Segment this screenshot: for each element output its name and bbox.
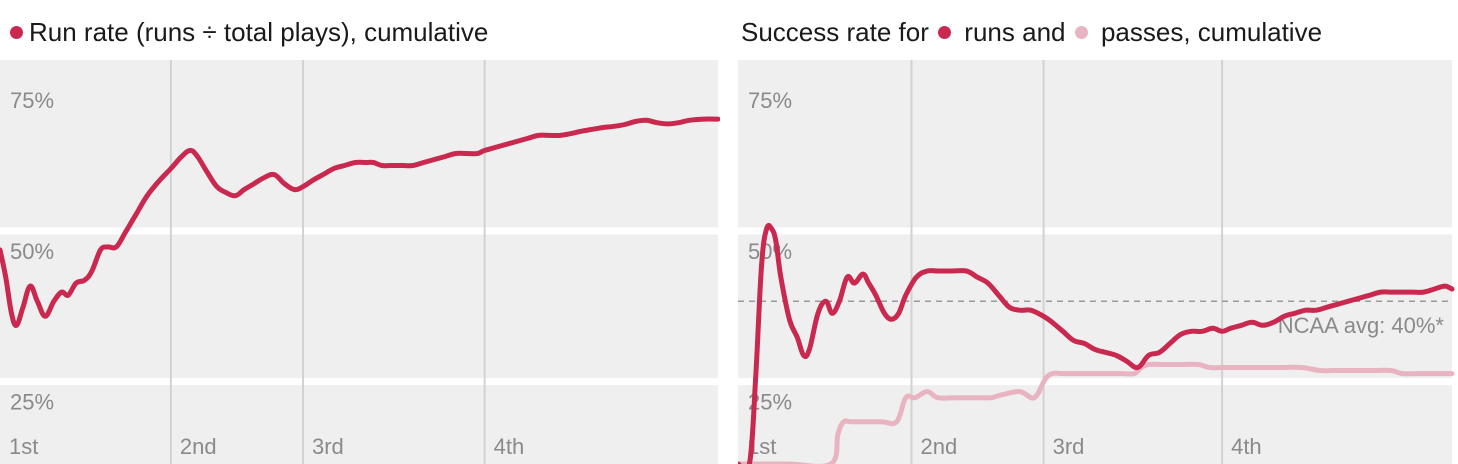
ncaa-average-label: NCAA avg: 40%* [1278,313,1445,338]
quarter-label: 4th [494,434,525,459]
quarter-label: 4th [1231,434,1262,459]
quarter-label: 2nd [180,434,217,459]
series-line-passes [738,361,1455,464]
plot-background [738,60,1452,464]
quarter-label: 3rd [312,434,344,459]
series-line-runs [738,222,1455,464]
run-rate-plot: 1st 2nd 3rd 4th 75% 50% 25% [0,60,720,464]
y-tick-label: 75% [10,88,54,113]
passes-legend-dot [1074,25,1088,39]
band-separator [738,378,1452,386]
runs-legend-dot [938,25,952,39]
y-tick-label: 50% [748,239,792,264]
quarter-label: 3rd [1053,434,1085,459]
chart-title: Run rate (runs ÷ total plays), cumulativ… [8,14,488,50]
runs-legend-dot [10,25,23,39]
band-separator [0,227,718,235]
y-tick-label: 25% [10,390,54,415]
plot-background [0,60,718,464]
success-rate-chart: Success rate for runs and passes, cumula… [738,0,1458,464]
band-separator [738,227,1452,235]
series-line-runs [0,116,720,328]
chart-title-text-3: passes, cumulative [1093,17,1323,47]
chart-title: Success rate for runs and passes, cumula… [741,14,1322,50]
y-tick-label: 75% [748,88,792,113]
quarter-label: 2nd [921,434,958,459]
chart-title-text-2: runs and [957,17,1073,47]
chart-title-text: Run rate (runs ÷ total plays), cumulativ… [29,17,489,47]
quarter-label: 1st [9,434,38,459]
run-rate-chart: Run rate (runs ÷ total plays), cumulativ… [0,0,720,464]
chart-title-text-1: Success rate for [741,17,937,47]
y-tick-label: 50% [10,239,54,264]
band-separator [0,378,718,386]
